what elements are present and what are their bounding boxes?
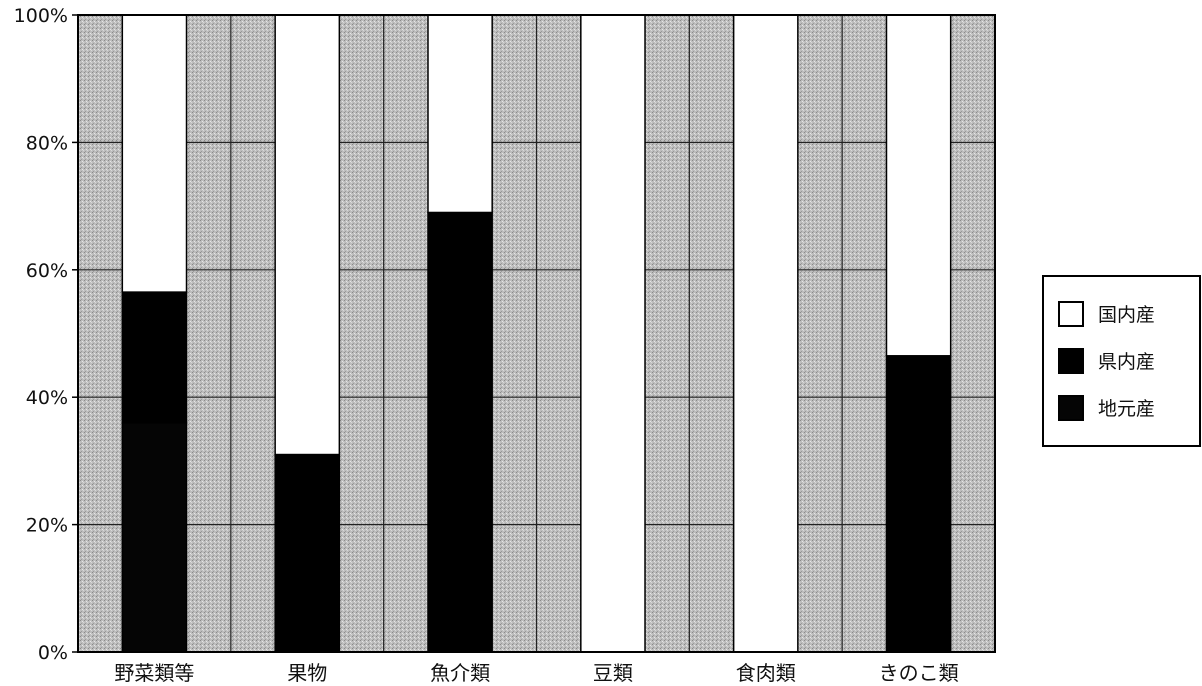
bar-5-series-2: [885, 14, 952, 357]
x-category-label-3: 豆類: [593, 661, 633, 685]
y-tick-label-0: 0%: [38, 642, 68, 664]
grid-lines: [78, 15, 995, 652]
x-category-label-4: 食肉類: [736, 661, 796, 685]
y-tick-label-1: 20%: [26, 515, 68, 537]
legend-label-0: 国内産: [1098, 304, 1155, 326]
legend-swatch-1: [1058, 348, 1084, 374]
bar-2-series-2: [427, 14, 493, 214]
bar-4-series-2: [732, 14, 799, 653]
y-tick-label-2: 40%: [26, 387, 68, 409]
x-category-label-0: 野菜類等: [114, 661, 194, 685]
bar-5-series-1: [885, 355, 952, 653]
legend-label-1: 県内産: [1098, 351, 1155, 373]
legend-swatch-2: [1058, 395, 1084, 421]
y-tick-label-3: 60%: [26, 260, 68, 282]
y-axis-ticks: 0% 20% 40% 60% 80% 100%: [14, 5, 78, 664]
bar-1-series-2: [274, 14, 341, 456]
bar-0-series-1: [121, 291, 188, 424]
x-category-label-1: 果物: [287, 661, 327, 685]
x-axis-categories: 野菜類等 果物 魚介類 豆類 食肉類 きのこ類: [114, 661, 958, 685]
legend-label-2: 地元産: [1098, 398, 1155, 420]
y-tick-label-5: 100%: [14, 5, 68, 27]
bar-0-series-0: [121, 421, 188, 653]
bar-3-series-2: [580, 14, 646, 653]
bar-1-series-1: [274, 453, 341, 653]
bar-0-series-2: [121, 14, 188, 293]
x-category-label-2: 魚介類: [430, 661, 490, 685]
bars: [121, 14, 952, 653]
y-tick-label-4: 80%: [26, 132, 68, 154]
bar-2-series-1: [427, 211, 493, 653]
legend-swatch-0: [1058, 301, 1084, 327]
x-category-label-5: きのこ類: [879, 661, 959, 685]
plot-frame: [77, 14, 996, 653]
